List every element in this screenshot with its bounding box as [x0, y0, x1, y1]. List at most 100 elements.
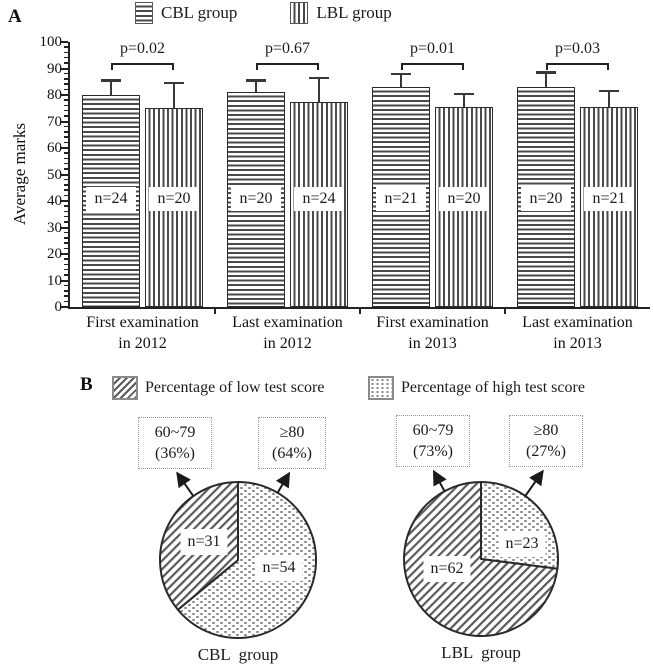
y-axis-tick-label: 60	[47, 140, 62, 156]
callout-lbl-high-score: ≥80 (27%)	[509, 415, 583, 467]
y-axis-tick	[64, 136, 68, 138]
y-axis-tick	[64, 46, 68, 48]
pie-n-label-cbl-high: n=54	[255, 555, 303, 581]
callout-arrow	[176, 471, 195, 497]
p-value-label: p=0.03	[551, 40, 604, 58]
y-axis-tick	[64, 104, 68, 107]
y-axis-tick	[64, 99, 68, 101]
callout-percent: (36%)	[155, 445, 195, 462]
callout-cbl-low-score: 60~79 (36%)	[138, 417, 212, 469]
bar-group-2: n=20 n=24 p=0.67	[215, 40, 360, 307]
y-axis-tick	[64, 231, 68, 234]
y-axis-tick	[64, 221, 68, 223]
error-bar-line	[608, 92, 610, 107]
callout-range: 60~79	[154, 424, 196, 441]
y-axis-tick	[64, 194, 68, 197]
y-axis-tick	[61, 67, 68, 70]
y-axis-tick-label: 100	[39, 34, 63, 50]
bar-plot-area: 0 10 20 30 40 50 60 70 80 90 100 n=24 n=20 p=0.02 n=20…	[40, 34, 650, 315]
x-category-line: First examination	[376, 314, 489, 331]
y-axis-tick-label: 10	[47, 272, 62, 289]
legend-item-cbl: CBL group	[135, 2, 237, 24]
x-category-line: Last examination	[232, 314, 343, 331]
bar-n-label: n=20	[521, 187, 571, 211]
y-axis-tick-label: 20	[47, 246, 62, 262]
callout-lbl-low-score: 60~79 (73%)	[396, 415, 470, 467]
y-axis-tick	[61, 41, 68, 43]
error-bar-line	[255, 81, 257, 93]
y-axis-tick-label: 70	[47, 113, 62, 130]
y-axis-tick	[64, 162, 68, 165]
y-axis-tick-label: 90	[47, 60, 62, 77]
y-axis-tick	[64, 184, 68, 186]
y-axis-tick	[64, 284, 68, 287]
legend-label-low-score: Percentage of low test score	[145, 379, 325, 396]
error-bar-cap	[164, 81, 184, 85]
bar-chart-legend: CBL group LBL group	[135, 2, 392, 24]
bar-group-4: n=20 n=21 p=0.03	[505, 40, 650, 307]
y-axis-tick	[64, 83, 68, 85]
y-axis-tick	[61, 120, 68, 123]
x-category-line: in 2012	[118, 335, 167, 352]
y-axis-tick	[61, 306, 68, 308]
p-value-bracket	[401, 63, 464, 70]
pie-n-label-lbl-high: n=23	[498, 531, 546, 557]
lbl-vertical-stripes-swatch	[290, 2, 309, 24]
p-value-bracket	[111, 63, 174, 70]
y-axis-tick	[64, 131, 68, 133]
callout-arrow	[524, 469, 544, 497]
y-axis-tick	[64, 56, 68, 59]
y-axis-tick	[64, 295, 68, 297]
y-axis-tick	[64, 237, 68, 239]
error-bar-line	[400, 75, 402, 88]
error-bar-line	[110, 81, 112, 95]
callout-range: ≥80	[533, 422, 559, 439]
y-axis-tick	[64, 290, 68, 292]
error-bar-cap	[246, 79, 266, 82]
y-axis-tick	[64, 210, 68, 213]
callout-percent: (27%)	[526, 443, 566, 460]
p-value-label: p=0.01	[406, 40, 459, 58]
bar-n-label: n=21	[376, 187, 426, 211]
y-axis-tick	[64, 178, 68, 181]
x-category-line: in 2013	[553, 335, 602, 352]
legend-item-low-score: Percentage of low test score	[112, 376, 324, 400]
y-axis-tick-label: 50	[47, 166, 62, 183]
y-axis-tick	[64, 263, 68, 266]
y-axis-tick-label: 80	[47, 87, 62, 103]
x-category-label: First examination in 2013	[360, 312, 505, 354]
bar-n-label: n=20	[149, 187, 199, 211]
y-axis-tick	[64, 78, 68, 80]
y-axis-tick	[64, 125, 68, 128]
y-axis-tick	[64, 88, 68, 91]
bar-n-label: n=24	[86, 187, 136, 211]
pie-title-lbl: LBL group	[441, 643, 521, 662]
x-category-label: Last examination in 2012	[215, 312, 360, 354]
y-axis-tick	[64, 205, 68, 207]
diagonal-hatch-swatch	[112, 376, 138, 400]
x-category-line: First examination	[86, 314, 199, 331]
y-axis-tick	[61, 94, 68, 96]
callout-arrow	[275, 471, 291, 494]
legend-label-cbl: CBL group	[161, 3, 238, 22]
error-bar-cap	[599, 89, 619, 93]
bar-n-label: n=20	[231, 187, 281, 211]
y-axis-tick	[64, 300, 68, 303]
callout-percent: (64%)	[272, 445, 312, 462]
pie-n-label-cbl-low: n=31	[180, 529, 228, 555]
y-axis-tick	[64, 141, 68, 144]
y-axis-tick	[61, 147, 68, 149]
y-axis-tick	[64, 115, 68, 117]
dots-swatch	[368, 376, 394, 400]
y-axis-tick	[61, 200, 68, 202]
error-bar-cap	[391, 72, 411, 76]
legend-label-lbl: LBL group	[316, 3, 392, 22]
callout-cbl-high-score: ≥80 (64%)	[258, 417, 326, 469]
legend-item-high-score: Percentage of high test score	[368, 376, 585, 400]
y-axis-tick	[61, 173, 68, 176]
error-bar-line	[318, 79, 320, 102]
y-axis-tick	[64, 242, 68, 244]
error-bar-cap	[536, 71, 556, 74]
y-axis-tick	[64, 157, 68, 160]
